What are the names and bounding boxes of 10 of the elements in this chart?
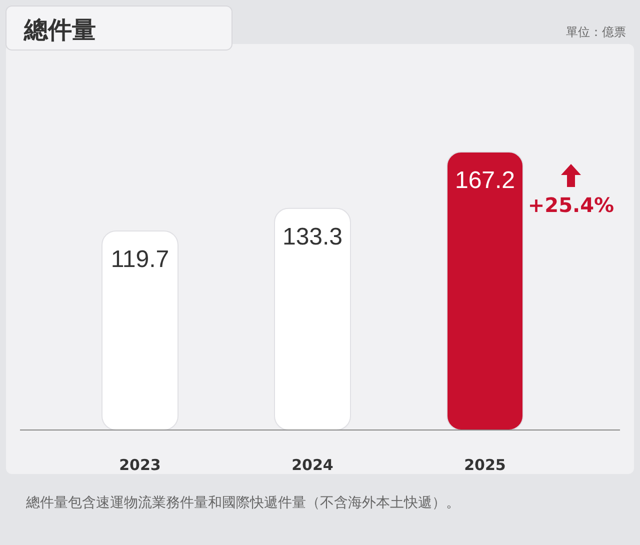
annotation: +25.4% <box>528 193 614 217</box>
x-tick-label: 2025 <box>464 456 506 474</box>
data-label: 119.7 <box>110 246 170 273</box>
text: 總件量包含速運物流業務件量和國際快遞件量（不含海外本土快遞）。 <box>25 495 460 511</box>
data-label: 133.3 <box>282 223 343 250</box>
text: 單位：億票 <box>566 25 626 39</box>
x-tick-label: 2024 <box>292 456 334 474</box>
x-tick-label: 2023 <box>119 456 161 474</box>
data-label: 167.2 <box>454 167 516 194</box>
chart-title: 總件量 <box>23 16 96 44</box>
